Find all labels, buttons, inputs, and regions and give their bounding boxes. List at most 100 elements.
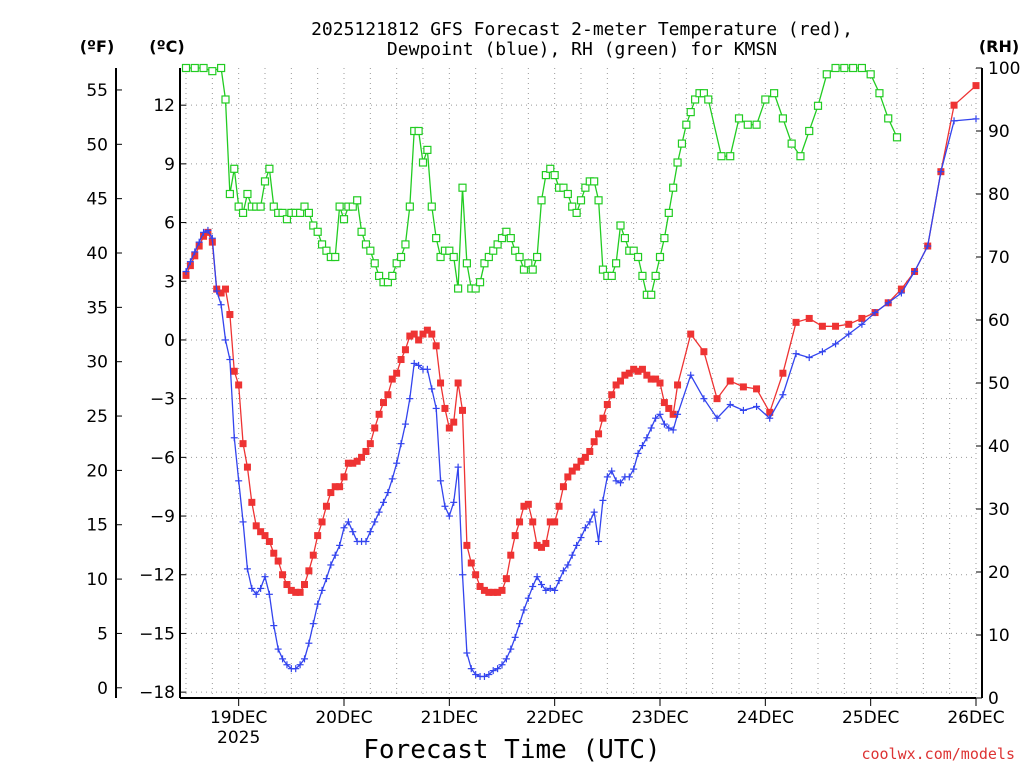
fahrenheit-unit-label: (ºF) (80, 37, 115, 56)
rh-point (208, 67, 217, 76)
dewpoint-point (423, 365, 431, 373)
temperature-point (463, 541, 471, 549)
temperature-point (630, 365, 638, 373)
rh-point (537, 196, 546, 205)
x-tick-sublabel: 2025 (217, 728, 260, 748)
rh-point (388, 271, 397, 280)
temperature-point (625, 369, 633, 377)
rh-point (655, 252, 665, 262)
fahrenheit-tick-label: 10 (86, 570, 108, 590)
dewpoint-point (617, 479, 624, 487)
grid-lines (185, 68, 977, 698)
temperature-point (309, 551, 317, 559)
temperature-point (358, 453, 366, 461)
rh-point (813, 101, 823, 110)
temperature-point (603, 401, 611, 409)
temperature-point (533, 541, 541, 549)
temperature-point (542, 539, 550, 547)
temperature-point (524, 500, 532, 508)
rh-tick-label: 70 (988, 248, 1010, 268)
dewpoint-point (208, 234, 216, 242)
rh-tick-label: 20 (988, 563, 1010, 583)
credit-text[interactable]: coolwx.com/models (861, 745, 1015, 763)
dewpoint-point (524, 594, 532, 602)
dewpoint-point (349, 528, 357, 536)
rh-point (278, 208, 287, 217)
rh-point (638, 271, 647, 280)
rh-point (598, 265, 608, 274)
rh-point (357, 227, 366, 236)
dewpoint-point (283, 661, 291, 669)
temperature-point (362, 447, 370, 455)
celsius-unit-label: (ºC) (149, 37, 184, 56)
rh-tick-label: 50 (988, 374, 1010, 394)
temperature-point (375, 410, 383, 418)
rh-point (796, 152, 805, 161)
temperature-point (753, 385, 761, 393)
rh-point (506, 234, 515, 243)
rh-point (432, 234, 441, 243)
rh-point (734, 114, 744, 123)
temperature-point (489, 588, 497, 596)
temperature-point (432, 342, 440, 350)
dewpoint-point (564, 561, 572, 569)
temperature-point (401, 346, 409, 354)
dewpoint-point (375, 508, 383, 516)
temperature-point (441, 404, 449, 412)
temperature-point (485, 588, 493, 596)
rh-point (664, 208, 673, 217)
fahrenheit-tick-label: 20 (86, 461, 108, 481)
series-line-relative-humidity (186, 67, 898, 296)
rh-point (647, 290, 656, 299)
dewpoint-point (366, 528, 374, 536)
temperature-point (660, 399, 668, 407)
rh-point (265, 164, 274, 173)
temperature-point (397, 356, 405, 364)
temperature-point (581, 453, 589, 461)
rh-tick-label: 0 (988, 689, 999, 709)
temperature-point (845, 320, 853, 328)
dewpoint-point (871, 309, 879, 317)
rh-point (366, 246, 375, 255)
rh-point (493, 240, 502, 249)
temperature-point (217, 289, 225, 297)
temperature-point (450, 418, 458, 426)
rh-point (484, 252, 493, 262)
dewpoint-point (454, 463, 462, 471)
rh-point (353, 196, 362, 205)
temperature-point (792, 318, 800, 326)
rh-point (884, 114, 893, 123)
dewpoint-point (463, 649, 471, 657)
temperature-point (380, 399, 387, 407)
temperature-point (371, 424, 379, 432)
celsius-tick-label: 0 (164, 331, 175, 351)
dewpoint-point (191, 248, 199, 256)
rh-point (607, 271, 616, 280)
dewpoint-point (529, 582, 537, 590)
rh-point (217, 63, 226, 73)
rh-point (497, 234, 507, 243)
dewpoint-point (186, 258, 194, 266)
dewpoint-point (213, 287, 221, 295)
rh-point (594, 196, 603, 205)
dewpoint-point (401, 420, 409, 428)
fahrenheit-tick-label: 45 (86, 190, 108, 210)
celsius-tick-label: 12 (153, 96, 175, 116)
temperature-point (858, 314, 866, 322)
dewpoint-point (428, 385, 436, 393)
rh-point (849, 63, 858, 73)
temperature-point (520, 502, 528, 510)
rh-point (454, 284, 463, 293)
rh-point (414, 126, 423, 136)
dewpoint-point (437, 477, 445, 485)
celsius-tick-label: −12 (139, 566, 175, 586)
dewpoint-point (279, 655, 287, 663)
axes: 5550454035302520151050129630−3−6−9−12−15… (86, 59, 1020, 748)
rh-point (383, 278, 392, 287)
dewpoint-point (314, 600, 322, 608)
celsius-tick-label: 9 (164, 155, 175, 175)
rh-point (269, 202, 278, 211)
x-tick-label: 23DEC (631, 708, 688, 728)
dewpoint-point (292, 665, 300, 673)
